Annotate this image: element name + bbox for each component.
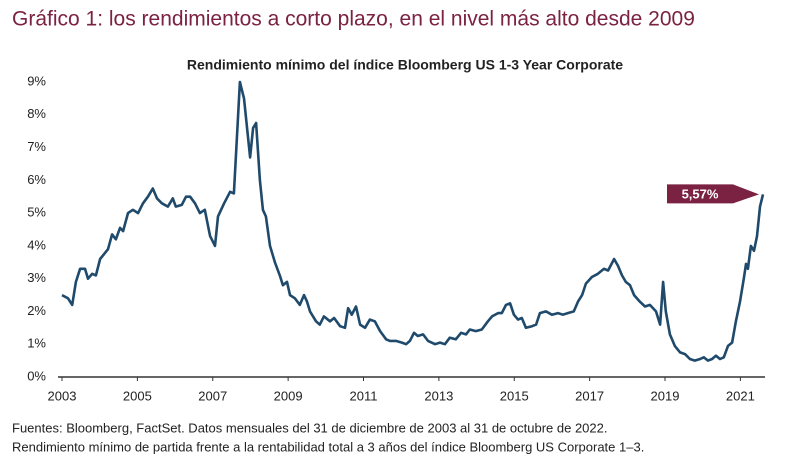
x-tick-label: 2011 — [350, 388, 378, 403]
x-tick-label: 2005 — [123, 388, 152, 403]
y-tick-label: 1% — [27, 336, 46, 351]
y-tick-label: 4% — [27, 237, 46, 252]
y-tick-label: 7% — [27, 139, 46, 154]
x-tick-label: 2007 — [198, 388, 227, 403]
y-tick-label: 6% — [27, 172, 46, 187]
x-tick-label: 2021 — [726, 388, 755, 403]
y-tick-label: 5% — [27, 205, 46, 220]
footnote: Fuentes: Bloomberg, FactSet. Datos mensu… — [12, 420, 607, 435]
x-tick-label: 2009 — [274, 388, 303, 403]
x-tick-label: 2015 — [500, 388, 529, 403]
x-tick-label: 2013 — [424, 388, 453, 403]
y-tick-label: 9% — [27, 73, 46, 88]
chart-title: Rendimiento mínimo del índice Bloomberg … — [187, 57, 623, 73]
y-tick-label: 2% — [27, 303, 46, 318]
y-tick-label: 0% — [27, 368, 46, 383]
footnote: Rendimiento mínimo de partida frente a l… — [12, 439, 644, 454]
x-tick-label: 2003 — [48, 388, 77, 403]
data-line — [61, 80, 765, 362]
x-tick-label: 2019 — [651, 388, 680, 403]
annotation-label: 5,57% — [682, 186, 719, 201]
page-title: Gráfico 1: los rendimientos a corto plaz… — [12, 8, 695, 31]
y-tick-label: 3% — [27, 270, 46, 285]
annotation-box — [667, 184, 759, 204]
y-tick-label: 8% — [27, 106, 46, 121]
x-tick-label: 2017 — [575, 388, 604, 403]
